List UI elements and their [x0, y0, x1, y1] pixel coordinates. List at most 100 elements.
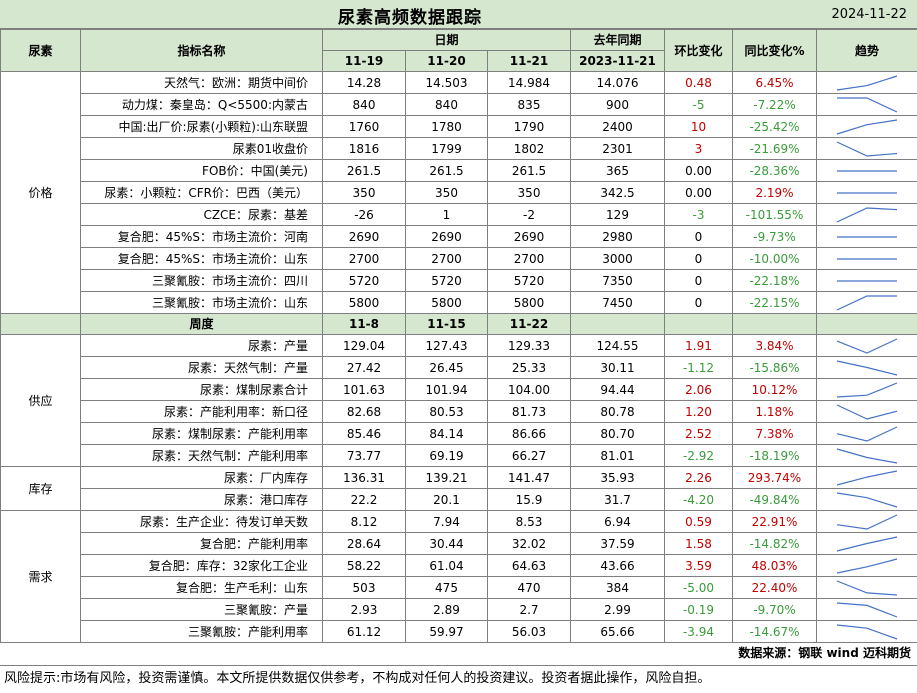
yoy-change: -14.67% [732, 620, 817, 643]
indicator-name: 复合肥：生产毛利：山东 [80, 576, 323, 599]
trend-sparkline [836, 535, 898, 552]
trend-line [836, 601, 898, 618]
data-source: 数据来源：钢联 wind 迈科期货 [738, 646, 911, 660]
data-table: 尿素 指标名称 日期 去年同期 环比变化 同比变化% 趋势 11-19 11-2… [0, 29, 917, 643]
value-cell: 26.45 [405, 356, 488, 379]
yoy-change: 22.40% [732, 576, 817, 599]
table-row: 中国:出厂价:尿素(小颗粒):山东联盟 1760 1780 1790 2400 10 -25… [1, 115, 917, 138]
weekly-header-blank [0, 313, 81, 335]
indicator-name: 尿素：产量 [80, 334, 323, 357]
value-cell: -2 [487, 203, 571, 226]
risk-notice: 风险提示:市场有风险，投资需谨慎。本文所提供数据仅供参考，不构成对任何人的投资建… [0, 665, 917, 693]
value-cell: 101.94 [405, 378, 488, 401]
table-row: 尿素：天然气制：产能利用率 73.77 69.19 66.27 81.01 -2.92 -1… [1, 444, 917, 467]
yoy-change: -15.86% [732, 356, 817, 379]
section-label: 供应 [0, 334, 81, 467]
table-row: 复合肥：生产毛利：山东 503 475 470 384 -5.00 22.40% [1, 576, 917, 599]
trend-line [836, 337, 898, 354]
header-date-ly: 2023-11-21 [570, 50, 665, 72]
trend-line [836, 557, 898, 574]
trend-sparkline [836, 118, 898, 135]
value-cell: 73.77 [322, 444, 406, 467]
value-cell: 5720 [405, 269, 488, 292]
trend-sparkline [836, 337, 898, 354]
indicator-name: 尿素：生产企业：待发订单天数 [80, 510, 323, 533]
trend-sparkline [836, 513, 898, 530]
trend-line [836, 140, 898, 157]
yoy-change: 3.84% [732, 334, 817, 357]
trend-line [836, 74, 898, 91]
last-year-value: 384 [570, 576, 665, 599]
table-row: 三聚氰胺：市场主流价：山东 5800 5800 5800 7450 0 -22.15% [1, 291, 917, 314]
table-row: 尿素：港口库存 22.2 20.1 15.9 31.7 -4.20 -49.84% [1, 488, 917, 511]
table-row: 供应 尿素：产量 129.04 127.43 129.33 124.55 1.91 3.84% [0, 334, 917, 467]
value-cell: 14.984 [487, 71, 571, 94]
table-row: 复合肥：45%S：市场主流价：河南 2690 2690 2690 2980 0 -9.73% [1, 225, 917, 248]
value-cell: 58.22 [322, 554, 406, 577]
weekly-date-3: 11-22 [487, 313, 571, 335]
trend-line [836, 469, 898, 486]
trend-sparkline [836, 403, 898, 420]
table-row: 动力煤：秦皇岛：Q<5500:内蒙古 840 840 835 900 -5 -7.22% [1, 93, 917, 116]
trend-cell [816, 71, 917, 94]
header-yoy-group: 去年同期 [570, 29, 665, 51]
value-cell: 14.503 [405, 71, 488, 94]
mom-change: 3.59 [664, 554, 733, 577]
table-row: 复合肥：库存：32家化工企业 58.22 61.04 64.63 43.66 3.59 48… [1, 554, 917, 577]
trend-sparkline [837, 191, 897, 194]
mom-change: 3 [664, 137, 733, 160]
value-cell: 2.93 [322, 598, 406, 621]
trend-line [836, 359, 898, 376]
value-cell: 8.12 [322, 510, 406, 533]
indicator-name: 尿素：煤制尿素：产能利用率 [80, 422, 323, 445]
table-row: 尿素：煤制尿素：产能利用率 85.46 84.14 86.66 80.70 2.52 7.3… [1, 422, 917, 445]
trend-cell [816, 203, 917, 226]
value-cell: 61.04 [405, 554, 488, 577]
trend-line [836, 403, 898, 420]
trend-line [836, 294, 897, 311]
indicator-name: FOB价：中国(美元) [80, 159, 323, 182]
mom-change: 0.59 [664, 510, 733, 533]
value-cell: 2690 [322, 225, 406, 248]
section-label: 价格 [0, 71, 81, 314]
value-cell: 1780 [405, 115, 488, 138]
last-year-value: 94.44 [570, 378, 665, 401]
value-cell: 101.63 [322, 378, 406, 401]
value-cell: 25.33 [487, 356, 571, 379]
value-cell: 2700 [322, 247, 406, 270]
mom-change: 1.91 [664, 334, 733, 357]
value-cell: 86.66 [487, 422, 571, 445]
value-cell: 5800 [487, 291, 571, 314]
indicator-name: 三聚氰胺：产量 [80, 598, 323, 621]
trend-cell [816, 93, 917, 116]
trend-sparkline [836, 447, 898, 464]
trend-sparkline [836, 74, 898, 91]
mom-change: 0 [664, 247, 733, 270]
indicator-name: 复合肥：产能利用率 [80, 532, 323, 555]
value-cell: 840 [322, 93, 406, 116]
yoy-change: 1.18% [732, 400, 817, 423]
yoy-change: 7.38% [732, 422, 817, 445]
last-year-value: 365 [570, 159, 665, 182]
value-cell: 82.68 [322, 400, 406, 423]
indicator-name: 尿素：厂内库存 [80, 466, 323, 489]
value-cell: 5800 [405, 291, 488, 314]
mom-change: 0.48 [664, 71, 733, 94]
value-cell: 8.53 [487, 510, 571, 533]
value-cell: 15.9 [487, 488, 571, 511]
yoy-change: -10.00% [732, 247, 817, 270]
weekly-label: 周度 [80, 313, 323, 335]
trend-line [837, 96, 898, 113]
last-year-value: 31.7 [570, 488, 665, 511]
trend-cell [816, 444, 917, 467]
last-year-value: 124.55 [570, 334, 665, 357]
last-year-value: 7350 [570, 269, 665, 292]
value-cell: 5720 [487, 269, 571, 292]
value-cell: 1760 [322, 115, 406, 138]
last-year-value: 342.5 [570, 181, 665, 204]
table-row: 复合肥：产能利用率 28.64 30.44 32.02 37.59 1.58 -14.82% [1, 532, 917, 555]
yoy-change: -14.82% [732, 532, 817, 555]
table-row: 价格 天然气：欧洲：期货中间价 14.28 14.503 14.984 14.076 0.4… [0, 71, 917, 314]
trend-sparkline [836, 206, 898, 223]
value-cell: 22.2 [322, 488, 406, 511]
